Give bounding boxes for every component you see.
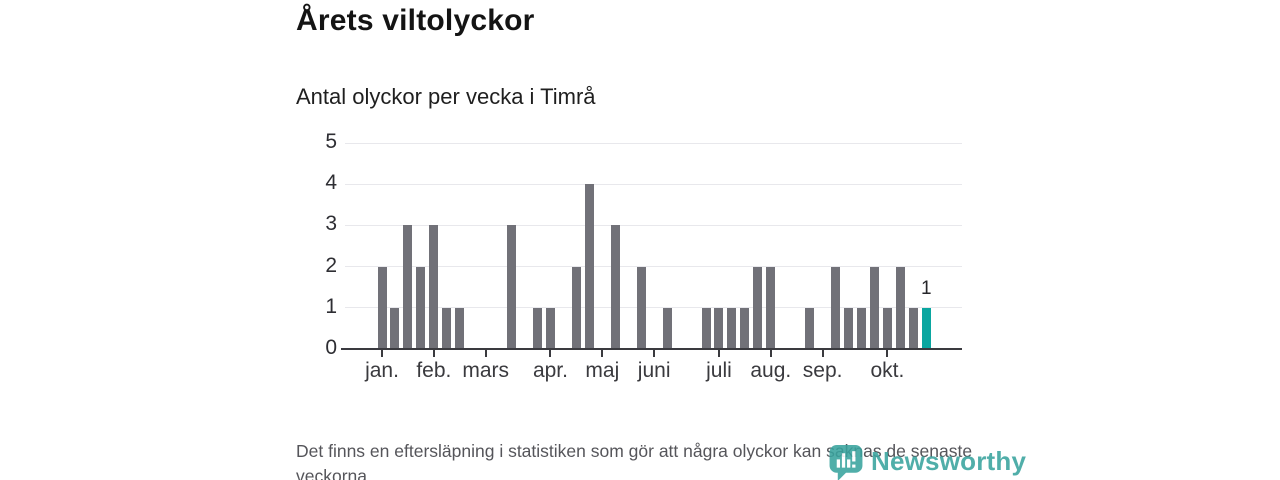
newsworthy-pin-icon xyxy=(829,445,863,480)
x-axis-tick xyxy=(432,349,435,357)
y-axis-label: 3 xyxy=(325,212,337,236)
x-axis-tick xyxy=(601,349,604,357)
week-bar xyxy=(766,266,776,349)
x-axis-tick xyxy=(549,349,552,357)
week-bar xyxy=(636,266,646,349)
y-axis-label: 5 xyxy=(325,130,337,153)
footer-note: Det finns en eftersläpning i statistiken… xyxy=(296,441,973,480)
page-title: Årets viltolyckor xyxy=(296,4,535,37)
y-axis-label: 4 xyxy=(325,171,337,195)
x-axis-month-label: juli xyxy=(706,359,732,382)
week-bar xyxy=(727,307,737,349)
week-bar xyxy=(908,307,918,349)
week-bar xyxy=(882,307,892,349)
week-bar xyxy=(610,225,620,349)
week-bar xyxy=(429,225,439,349)
gridline xyxy=(345,307,962,309)
newsworthy-logo-text: Newsworthy xyxy=(871,446,1027,476)
week-bar xyxy=(571,266,581,349)
week-bar xyxy=(714,307,724,349)
week-bar xyxy=(805,307,815,349)
highlight-value-label: 1 xyxy=(921,277,932,299)
y-axis-label: 1 xyxy=(325,294,337,318)
y-axis-label: 0 xyxy=(325,336,337,359)
x-axis-month-label: okt. xyxy=(870,359,905,382)
y-axis-label: 2 xyxy=(325,253,337,277)
week-bar xyxy=(416,266,426,349)
week-bar xyxy=(442,307,452,349)
x-axis-month-label: mars xyxy=(462,359,509,382)
gridline xyxy=(345,142,962,144)
x-axis-line xyxy=(341,347,962,350)
week-bar xyxy=(831,266,841,349)
x-axis-tick xyxy=(821,349,824,357)
week-bar xyxy=(403,225,413,349)
x-axis-tick xyxy=(381,349,383,357)
x-axis-month-label: juni xyxy=(637,359,671,382)
week-bar xyxy=(662,307,672,349)
week-bar xyxy=(895,266,905,349)
newsworthy-logo: Newsworthy xyxy=(828,444,1026,480)
week-bar xyxy=(857,307,867,349)
week-bar xyxy=(701,307,711,349)
x-axis-month-label: apr. xyxy=(532,359,568,382)
week-bar xyxy=(869,266,879,349)
x-axis-month-label: feb. xyxy=(416,359,452,382)
week-bar xyxy=(545,307,555,349)
x-axis-month-label: aug. xyxy=(750,359,792,382)
gridline xyxy=(345,224,962,226)
week-bar xyxy=(584,184,594,349)
x-axis-tick xyxy=(653,349,656,357)
week-bar xyxy=(377,266,387,349)
week-bar xyxy=(507,225,517,349)
week-bar xyxy=(753,266,763,349)
week-bar xyxy=(390,307,400,349)
gridline xyxy=(345,266,962,268)
x-axis-tick xyxy=(484,349,487,357)
x-axis-month-label: jan. xyxy=(365,359,399,382)
week-bar xyxy=(844,307,854,349)
bar-chart: 0 1 2 3 4 5 jan. feb. mars apr. maj juni juli aug. sep… xyxy=(325,130,962,382)
x-axis-tick xyxy=(717,349,720,357)
gridline xyxy=(345,183,962,185)
x-axis-month-label: sep. xyxy=(802,359,843,382)
x-axis-tick xyxy=(769,349,772,357)
week-bar xyxy=(533,307,543,349)
week-bar-highlight xyxy=(921,307,931,349)
x-axis-month-label: maj xyxy=(585,359,620,382)
x-axis-tick xyxy=(886,349,889,357)
week-bar xyxy=(740,307,750,349)
week-bar xyxy=(455,307,465,349)
chart-subtitle: Antal olyckor per vecka i Timrå xyxy=(296,84,596,109)
